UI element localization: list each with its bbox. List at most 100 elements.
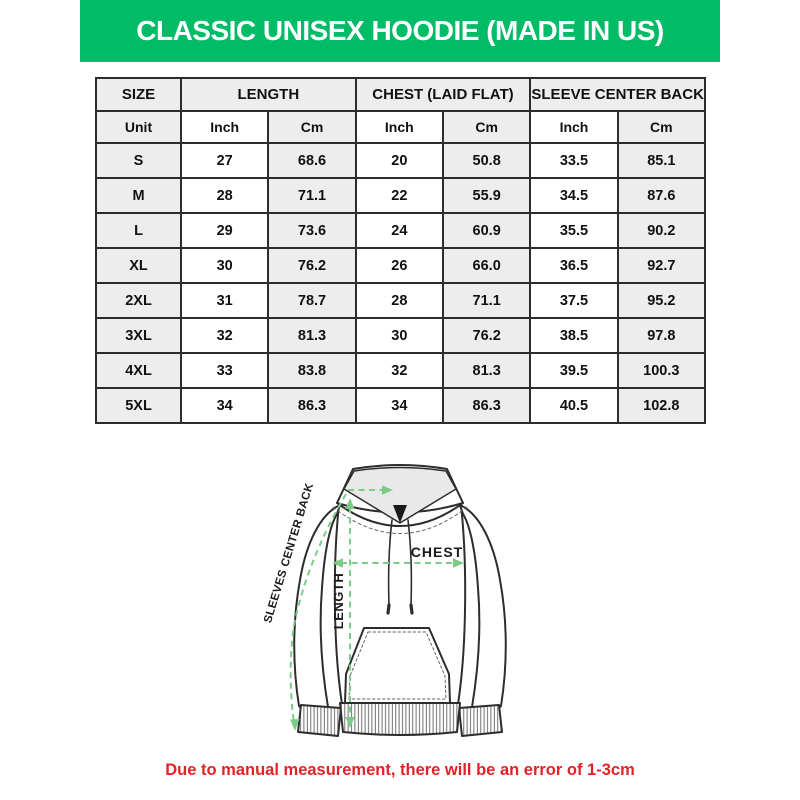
chest-arrow-right: [453, 558, 464, 568]
size-cell: 5XL: [95, 387, 182, 424]
value-cell: 38.5: [529, 317, 619, 354]
value-cell: 26: [354, 247, 444, 284]
dimension-arrowheads: [290, 485, 464, 731]
value-cell: 60.9: [441, 212, 532, 249]
unit-row: Unit Inch Cm Inch Cm Inch Cm: [95, 110, 707, 144]
value-cell: 102.8: [616, 387, 707, 424]
sleeve-arrow-down: [290, 719, 300, 731]
value-cell: 86.3: [441, 387, 532, 424]
value-cell: 22: [354, 177, 444, 214]
table-row-5xl: 5XL 34 86.3 34 86.3 40.5 102.8: [95, 387, 707, 424]
value-cell: 34.5: [529, 177, 619, 214]
size-chart-table: SIZE LENGTH CHEST (LAID FLAT) SLEEVE CEN…: [95, 77, 707, 424]
hoodie-right-cuff: [458, 704, 503, 737]
value-cell: 33.5: [529, 142, 619, 179]
hoodie-right-sleeve: [459, 504, 507, 711]
value-cell: 76.2: [267, 247, 357, 284]
value-cell: 40.5: [529, 387, 619, 424]
size-cell: 3XL: [95, 317, 182, 354]
drawstring-right: [407, 519, 413, 606]
value-cell: 68.6: [267, 142, 357, 179]
unit-label: Unit: [95, 110, 182, 144]
value-cell: 71.1: [267, 177, 357, 214]
unit-cell: Inch: [529, 110, 619, 144]
hood-interior: [343, 466, 457, 524]
unit-cell: Cm: [267, 110, 357, 144]
value-cell: 28: [354, 282, 444, 319]
drawstring-left-aglet: [386, 603, 391, 615]
value-cell: 87.6: [616, 177, 707, 214]
col-header-chest: CHEST (LAID FLAT): [354, 77, 532, 112]
length-arrow-up: [345, 498, 355, 509]
chest-arrow-left: [332, 558, 343, 568]
hood-collar: [336, 502, 464, 527]
disclaimer-text: Due to manual measurement, there will be…: [165, 761, 635, 779]
chest-label: CHEST: [411, 544, 463, 560]
size-cell: 2XL: [95, 282, 182, 319]
unit-cell: Inch: [354, 110, 444, 144]
value-cell: 27: [179, 142, 270, 179]
length-arrow-down: [345, 717, 355, 728]
value-cell: 90.2: [616, 212, 707, 249]
value-cell: 81.3: [441, 352, 532, 389]
value-cell: 85.1: [616, 142, 707, 179]
unit-cell: Cm: [616, 110, 707, 144]
col-header-sleeve: SLEEVE CENTER BACK: [529, 77, 706, 112]
value-cell: 28: [179, 177, 270, 214]
value-cell: 34: [354, 387, 444, 424]
value-cell: 97.8: [616, 317, 707, 354]
page-title: CLASSIC UNISEX HOODIE (MADE IN US): [136, 15, 664, 46]
value-cell: 71.1: [441, 282, 532, 319]
value-cell: 73.6: [267, 212, 357, 249]
value-cell: 33: [179, 352, 270, 389]
value-cell: 30: [179, 247, 270, 284]
hoodie-measurement-diagram: CHEST LENGTH SLEEVES CENTER BACK: [262, 464, 507, 737]
value-cell: 50.8: [441, 142, 532, 179]
table-row-2xl: 2XL 31 78.7 28 71.1 37.5 95.2: [95, 282, 707, 319]
size-cell: M: [95, 177, 182, 214]
value-cell: 92.7: [616, 247, 707, 284]
value-cell: 95.2: [616, 282, 707, 319]
value-cell: 34: [179, 387, 270, 424]
value-cell: 100.3: [616, 352, 707, 389]
value-cell: 39.5: [529, 352, 619, 389]
value-cell: 30: [354, 317, 444, 354]
value-cell: 78.7: [267, 282, 357, 319]
table-row-3xl: 3XL 32 81.3 30 76.2 38.5 97.8: [95, 317, 707, 354]
hoodie-waistband: [339, 702, 461, 736]
value-cell: 24: [354, 212, 444, 249]
unit-cell: Cm: [441, 110, 532, 144]
hood-grommet: [393, 505, 407, 523]
pocket-stitching: [348, 631, 447, 700]
size-cell: XL: [95, 247, 182, 284]
table-row-m: M 28 71.1 22 55.9 34.5 87.6: [95, 177, 707, 214]
measurement-disclaimer: Due to manual measurement, there will be…: [0, 761, 800, 780]
dimension-lines: [289, 489, 455, 723]
value-cell: 36.5: [529, 247, 619, 284]
length-label: LENGTH: [331, 573, 346, 629]
table-row-4xl: 4XL 33 83.8 32 81.3 39.5 100.3: [95, 352, 707, 389]
table-row-s: S 27 68.6 20 50.8 33.5 85.1: [95, 142, 707, 179]
value-cell: 76.2: [441, 317, 532, 354]
value-cell: 81.3: [267, 317, 357, 354]
col-header-size: SIZE: [95, 77, 182, 112]
value-cell: 55.9: [441, 177, 532, 214]
table-header-row: SIZE LENGTH CHEST (LAID FLAT) SLEEVE CEN…: [95, 77, 706, 112]
size-cell: 4XL: [95, 352, 182, 389]
unit-cell: Inch: [179, 110, 270, 144]
table-row-xl: XL 30 76.2 26 66.0 36.5 92.7: [95, 247, 707, 284]
size-cell: S: [95, 142, 182, 179]
col-header-length: LENGTH: [180, 77, 357, 112]
hoodie-outline-drawing: [293, 464, 507, 737]
value-cell: 32: [179, 317, 270, 354]
value-cell: 83.8: [267, 352, 357, 389]
collar-stitching: [332, 506, 468, 534]
size-cell: L: [95, 212, 182, 249]
title-banner: CLASSIC UNISEX HOODIE (MADE IN US): [80, 0, 720, 62]
value-cell: 35.5: [529, 212, 619, 249]
table-row-l: L 29 73.6 24 60.9 35.5 90.2: [95, 212, 707, 249]
drawstring-right-aglet: [409, 603, 414, 615]
value-cell: 31: [179, 282, 270, 319]
hoodie-pocket: [344, 627, 451, 704]
